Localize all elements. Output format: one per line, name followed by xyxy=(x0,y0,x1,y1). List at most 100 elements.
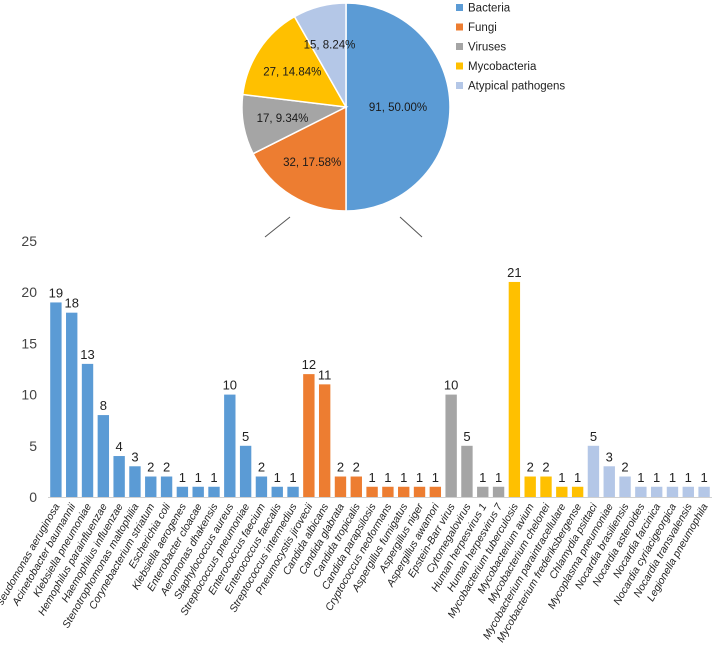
bar-data-label-chlamydia-psittaci: 5 xyxy=(590,429,597,444)
bar-data-label-nocardia-transvalensis: 1 xyxy=(685,470,692,485)
y-tick-label-20: 20 xyxy=(21,284,37,300)
bar-mycoplasma-pneumoniae xyxy=(603,466,615,497)
legend-swatch-atypical-pathogens xyxy=(456,82,463,89)
bar-data-label-human-herpesvirus-7: 1 xyxy=(495,470,502,485)
bar-enterobacter-cloacae xyxy=(192,486,204,497)
pie-data-label-fungi: 32, 17.58% xyxy=(283,157,341,169)
legend-label-viruses: Viruses xyxy=(468,42,506,54)
pie-data-label-viruses: 17, 9.34% xyxy=(257,113,309,125)
legend-swatch-bacteria xyxy=(456,4,463,11)
bar-nocardia-transvalensis xyxy=(682,486,694,497)
legend-swatch-viruses xyxy=(456,43,463,50)
bar-data-label-klebsiella-pneumoniae: 13 xyxy=(80,347,94,362)
bar-data-label-staphylococcus-aureus: 10 xyxy=(223,378,237,393)
pie-data-label-mycobacteria: 27, 14.84% xyxy=(263,66,321,78)
bar-data-label-legionella-pneumophila: 1 xyxy=(700,470,707,485)
bar-data-label-mycobacterium-tuberculosis: 21 xyxy=(507,265,521,280)
legend-label-mycobacteria: Mycobacteria xyxy=(468,61,537,73)
bar-data-label-stenotrophomonas-maltophilia: 3 xyxy=(131,449,138,464)
legend-swatch-mycobacteria xyxy=(456,62,463,70)
bar-epstein-barr-virus xyxy=(445,394,457,497)
bar-data-label-candida-albicans: 11 xyxy=(318,367,332,382)
bar-data-label-haemophilus-influenzae: 4 xyxy=(116,439,123,454)
bar-data-label-candida-tropicalis: 2 xyxy=(353,460,360,475)
bar-data-label-mycobacterium-chelonei: 2 xyxy=(542,460,549,475)
bar-nocardia-farcinica xyxy=(650,486,663,497)
pie-slice-bacteria xyxy=(345,2,451,212)
bar-mycobacterium-paraintracellulare xyxy=(556,486,568,497)
bar-pneumocystis-jirovecii xyxy=(303,374,315,497)
bar-aspergillus-awamori xyxy=(429,486,442,497)
bar-acinetobacter-baumannii xyxy=(66,312,78,497)
bar-hemophilus-parainfluenzae xyxy=(97,415,110,497)
bar-data-label-aspergillus-fumigatus: 1 xyxy=(400,470,407,485)
bar-mycobacterium-avium xyxy=(524,476,536,497)
bar-data-label-nocardia-cyriacigeorgica: 1 xyxy=(669,470,676,485)
bar-staphylococcus-aureus xyxy=(224,394,236,497)
bar-data-label-pneumocystis-jirovecii: 12 xyxy=(302,357,316,372)
bar-mycobacterium-chelonei xyxy=(540,476,552,497)
bar-cryptococcus-neoformans xyxy=(382,486,394,497)
bar-klebsiella-aerogenes xyxy=(176,486,189,497)
bar-data-label-cryptococcus-neoformans: 1 xyxy=(384,470,391,485)
bar-human-herpesvirus-7 xyxy=(492,486,505,497)
bar-data-label-epstein-barr-virus: 10 xyxy=(444,378,458,393)
bar-candida-tropicalis xyxy=(350,476,362,497)
bar-candida-glabrata xyxy=(334,476,347,497)
bar-klebsiella-pneumoniae xyxy=(81,363,94,497)
bar-aspergillus-niger xyxy=(413,486,426,497)
bar-data-label-corynebacterium-striatum: 2 xyxy=(147,460,154,475)
bar-data-label-enterococcus-faecalis: 1 xyxy=(274,470,281,485)
pie-chart: 91, 50.00% 32, 17.58% 17, 9.34% 27, 14.84% 1… xyxy=(241,2,451,212)
bar-candida-parapsilosis xyxy=(366,486,378,497)
bar-legionella-pneumophila xyxy=(698,486,710,497)
bar-data-label-mycobacterium-paraintracellulare: 1 xyxy=(558,470,565,485)
bar-human-herpesvirus-1 xyxy=(477,486,489,497)
bar-data-label-candida-parapsilosis: 1 xyxy=(368,470,375,485)
bar-stenotrophomonas-maltophilia xyxy=(129,466,141,497)
pie-data-label-bacteria: 91, 50.00% xyxy=(369,102,427,114)
bar-mycobacterium-frederiksbergense xyxy=(571,486,584,497)
bar-enterococcus-faecium xyxy=(255,476,268,497)
bar-enterococcus-faecalis xyxy=(271,486,283,497)
pie-data-label-atypical-pathogens: 15, 8.24% xyxy=(304,40,356,52)
bar-data-label-hemophilus-parainfluenzae: 8 xyxy=(100,398,107,413)
bar-data-label-streptococcus-intermedius: 1 xyxy=(289,470,296,485)
bar-data-label-pseudomonas-aeruginosa: 19 xyxy=(49,285,63,300)
bar-data-label-acinetobacter-baumannii: 18 xyxy=(64,296,78,311)
y-tick-label-25: 25 xyxy=(21,233,37,249)
pie-slice-mycobacteria xyxy=(241,15,348,108)
bar-data-label-mycobacterium-avium: 2 xyxy=(527,460,534,475)
bar-escherichia-coli xyxy=(160,476,173,497)
y-tick-label-5: 5 xyxy=(29,438,37,454)
connector-line-left xyxy=(264,216,291,238)
y-tick-label-10: 10 xyxy=(21,387,37,403)
bar-data-label-nocardia-asteroides: 1 xyxy=(637,470,644,485)
bar-corynebacterium-striatum xyxy=(145,476,157,497)
pie-slice-fungi xyxy=(252,105,347,212)
bar-nocardia-brasiliensis xyxy=(619,476,631,497)
y-tick-label-15: 15 xyxy=(21,335,37,351)
bar-streptococcus-pneumoniae xyxy=(239,445,252,497)
bar-data-label-streptococcus-pneumoniae: 5 xyxy=(242,429,249,444)
bar-streptococcus-intermedius xyxy=(287,486,299,497)
bar-data-label-cytomegalovirus: 5 xyxy=(463,429,470,444)
bar-candida-albicans xyxy=(318,384,331,497)
bar-nocardia-asteroides xyxy=(635,486,647,497)
bar-data-label-aspergillus-awamori: 1 xyxy=(432,470,439,485)
pie-legend: Bacteria Fungi Viruses Mycobacteria Atypical… xyxy=(456,3,565,93)
bar-data-label-nocardia-brasiliensis: 2 xyxy=(621,460,628,475)
y-tick-label-0: 0 xyxy=(29,489,37,505)
bar-haemophilus-influenzae xyxy=(113,456,125,497)
legend-label-fungi: Fungi xyxy=(468,22,497,34)
legend-label-bacteria: Bacteria xyxy=(468,3,511,15)
pie-bar-connectors xyxy=(264,216,423,238)
bar-nocardia-cyriacigeorgica xyxy=(666,486,679,497)
bar-data-label-enterobacter-cloacae: 1 xyxy=(195,470,202,485)
bar-data-label-aeromonas-dhakensis: 1 xyxy=(210,470,217,485)
bar-data-label-mycoplasma-pneumoniae: 3 xyxy=(606,449,613,464)
bar-mycobacterium-tuberculosis xyxy=(508,281,521,497)
